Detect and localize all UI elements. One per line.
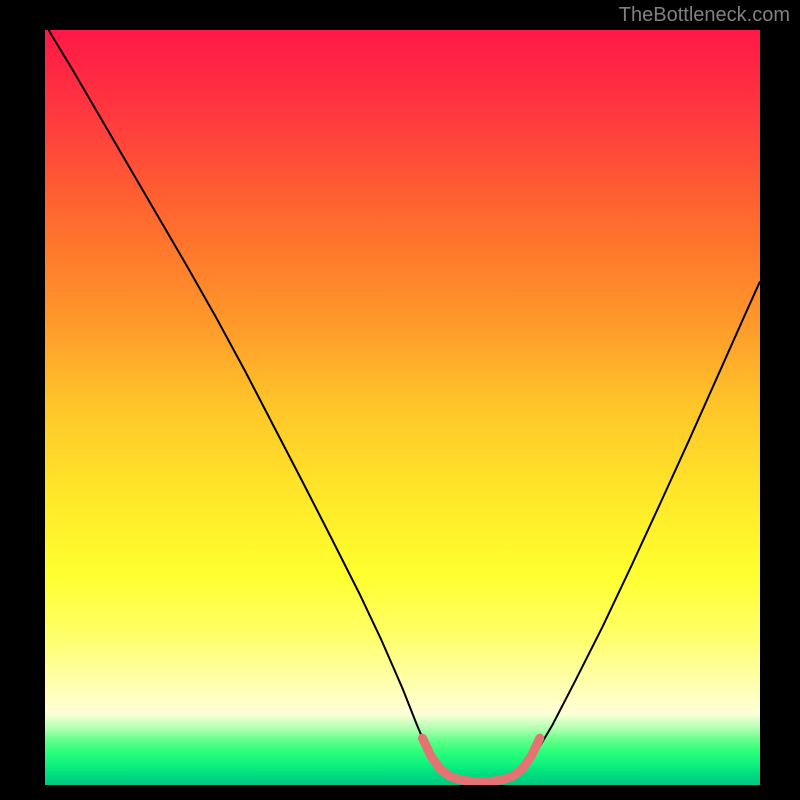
watermark-text: TheBottleneck.com bbox=[619, 4, 790, 27]
plot-background bbox=[45, 30, 760, 785]
plot-area bbox=[45, 30, 760, 785]
plot-svg bbox=[45, 30, 760, 785]
chart-frame: TheBottleneck.com bbox=[0, 0, 800, 800]
